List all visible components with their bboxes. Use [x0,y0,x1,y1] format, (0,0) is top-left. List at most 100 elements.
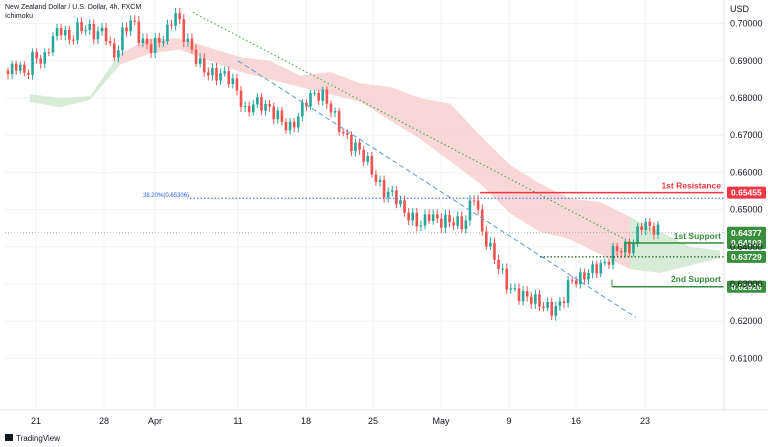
candle[interactable] [149,38,153,59]
candle[interactable] [27,69,30,80]
candle[interactable] [464,215,468,234]
candle[interactable] [583,268,586,285]
candle[interactable] [10,60,14,80]
candle[interactable] [198,53,202,68]
candle[interactable] [395,185,398,209]
candle[interactable] [587,269,590,285]
candle[interactable] [529,291,533,309]
candle[interactable] [570,276,574,285]
candle[interactable] [517,283,521,305]
candle[interactable] [452,217,455,230]
candle[interactable] [288,118,292,135]
candle[interactable] [227,66,231,88]
candle[interactable] [615,242,619,257]
candle[interactable] [104,22,108,46]
candle[interactable] [129,15,132,37]
candle[interactable] [431,209,435,225]
candle[interactable] [591,260,594,279]
candle[interactable] [358,138,361,155]
candle[interactable] [202,53,206,77]
candle[interactable] [125,22,128,37]
candle[interactable] [43,48,47,69]
candle[interactable] [652,222,656,240]
candle[interactable] [521,286,525,306]
candle[interactable] [370,151,374,178]
candle[interactable] [84,25,87,36]
candle[interactable] [23,61,26,77]
candle[interactable] [382,175,386,203]
candle[interactable] [309,89,312,111]
candle[interactable] [648,218,652,232]
candle[interactable] [480,204,484,236]
candle[interactable] [268,99,271,112]
candle[interactable] [444,209,447,233]
candle[interactable] [628,238,631,258]
candle[interactable] [215,63,218,86]
candle[interactable] [108,36,112,47]
candle[interactable] [14,60,18,75]
candle[interactable] [80,17,83,35]
candle[interactable] [366,151,370,166]
candle[interactable] [264,99,267,116]
candle[interactable] [607,258,611,269]
trendline-green-dotted[interactable] [192,11,626,240]
candle[interactable] [157,32,161,48]
candle[interactable] [72,35,75,45]
candle[interactable] [162,36,165,47]
candle[interactable] [399,195,402,208]
candle[interactable] [603,258,607,267]
candle[interactable] [407,207,410,226]
candle[interactable] [534,289,537,309]
candle[interactable] [554,301,558,321]
candle[interactable] [59,23,63,41]
candle[interactable] [223,66,226,77]
candle[interactable] [378,175,382,187]
candle[interactable] [207,67,210,81]
candle[interactable] [141,33,145,47]
candle[interactable] [121,22,124,56]
candle[interactable] [190,33,194,54]
candle[interactable] [472,195,476,206]
candle[interactable] [239,85,243,113]
candle[interactable] [411,207,415,226]
candle[interactable] [656,220,660,239]
candle[interactable] [35,48,38,64]
candle[interactable] [280,106,284,126]
current-price-badge[interactable]: 0.64377 [727,226,766,239]
candle[interactable] [509,283,513,294]
candle[interactable] [350,131,353,156]
trendlines[interactable] [192,11,637,318]
candle[interactable] [186,33,190,47]
candle[interactable] [505,263,509,295]
candle[interactable] [76,17,79,45]
candle[interactable] [415,207,419,232]
candle[interactable] [231,73,235,89]
candle[interactable] [178,8,181,25]
tradingview-logo[interactable]: TradingView [5,434,60,443]
candle[interactable] [562,297,566,309]
candle[interactable] [133,15,137,26]
candle[interactable] [301,99,304,122]
candle[interactable] [18,61,22,75]
candle[interactable] [182,13,186,48]
candle[interactable] [39,54,43,69]
candle[interactable] [374,170,378,186]
candle[interactable] [6,67,10,80]
candle[interactable] [390,185,394,197]
candle[interactable] [354,138,357,157]
candle[interactable] [386,187,390,203]
candle[interactable] [100,22,104,36]
candle[interactable] [489,237,492,251]
candle[interactable] [256,92,259,108]
candle[interactable] [47,48,51,57]
candle[interactable] [456,211,459,229]
candle[interactable] [313,89,316,97]
candle[interactable] [92,19,96,45]
candle[interactable] [88,19,92,35]
candle[interactable] [170,19,173,30]
candle[interactable] [566,276,570,308]
support-2-price-badge[interactable]: 0.62926 [727,280,766,293]
candle[interactable] [112,38,116,62]
candle[interactable] [538,289,541,311]
candle[interactable] [423,209,427,230]
